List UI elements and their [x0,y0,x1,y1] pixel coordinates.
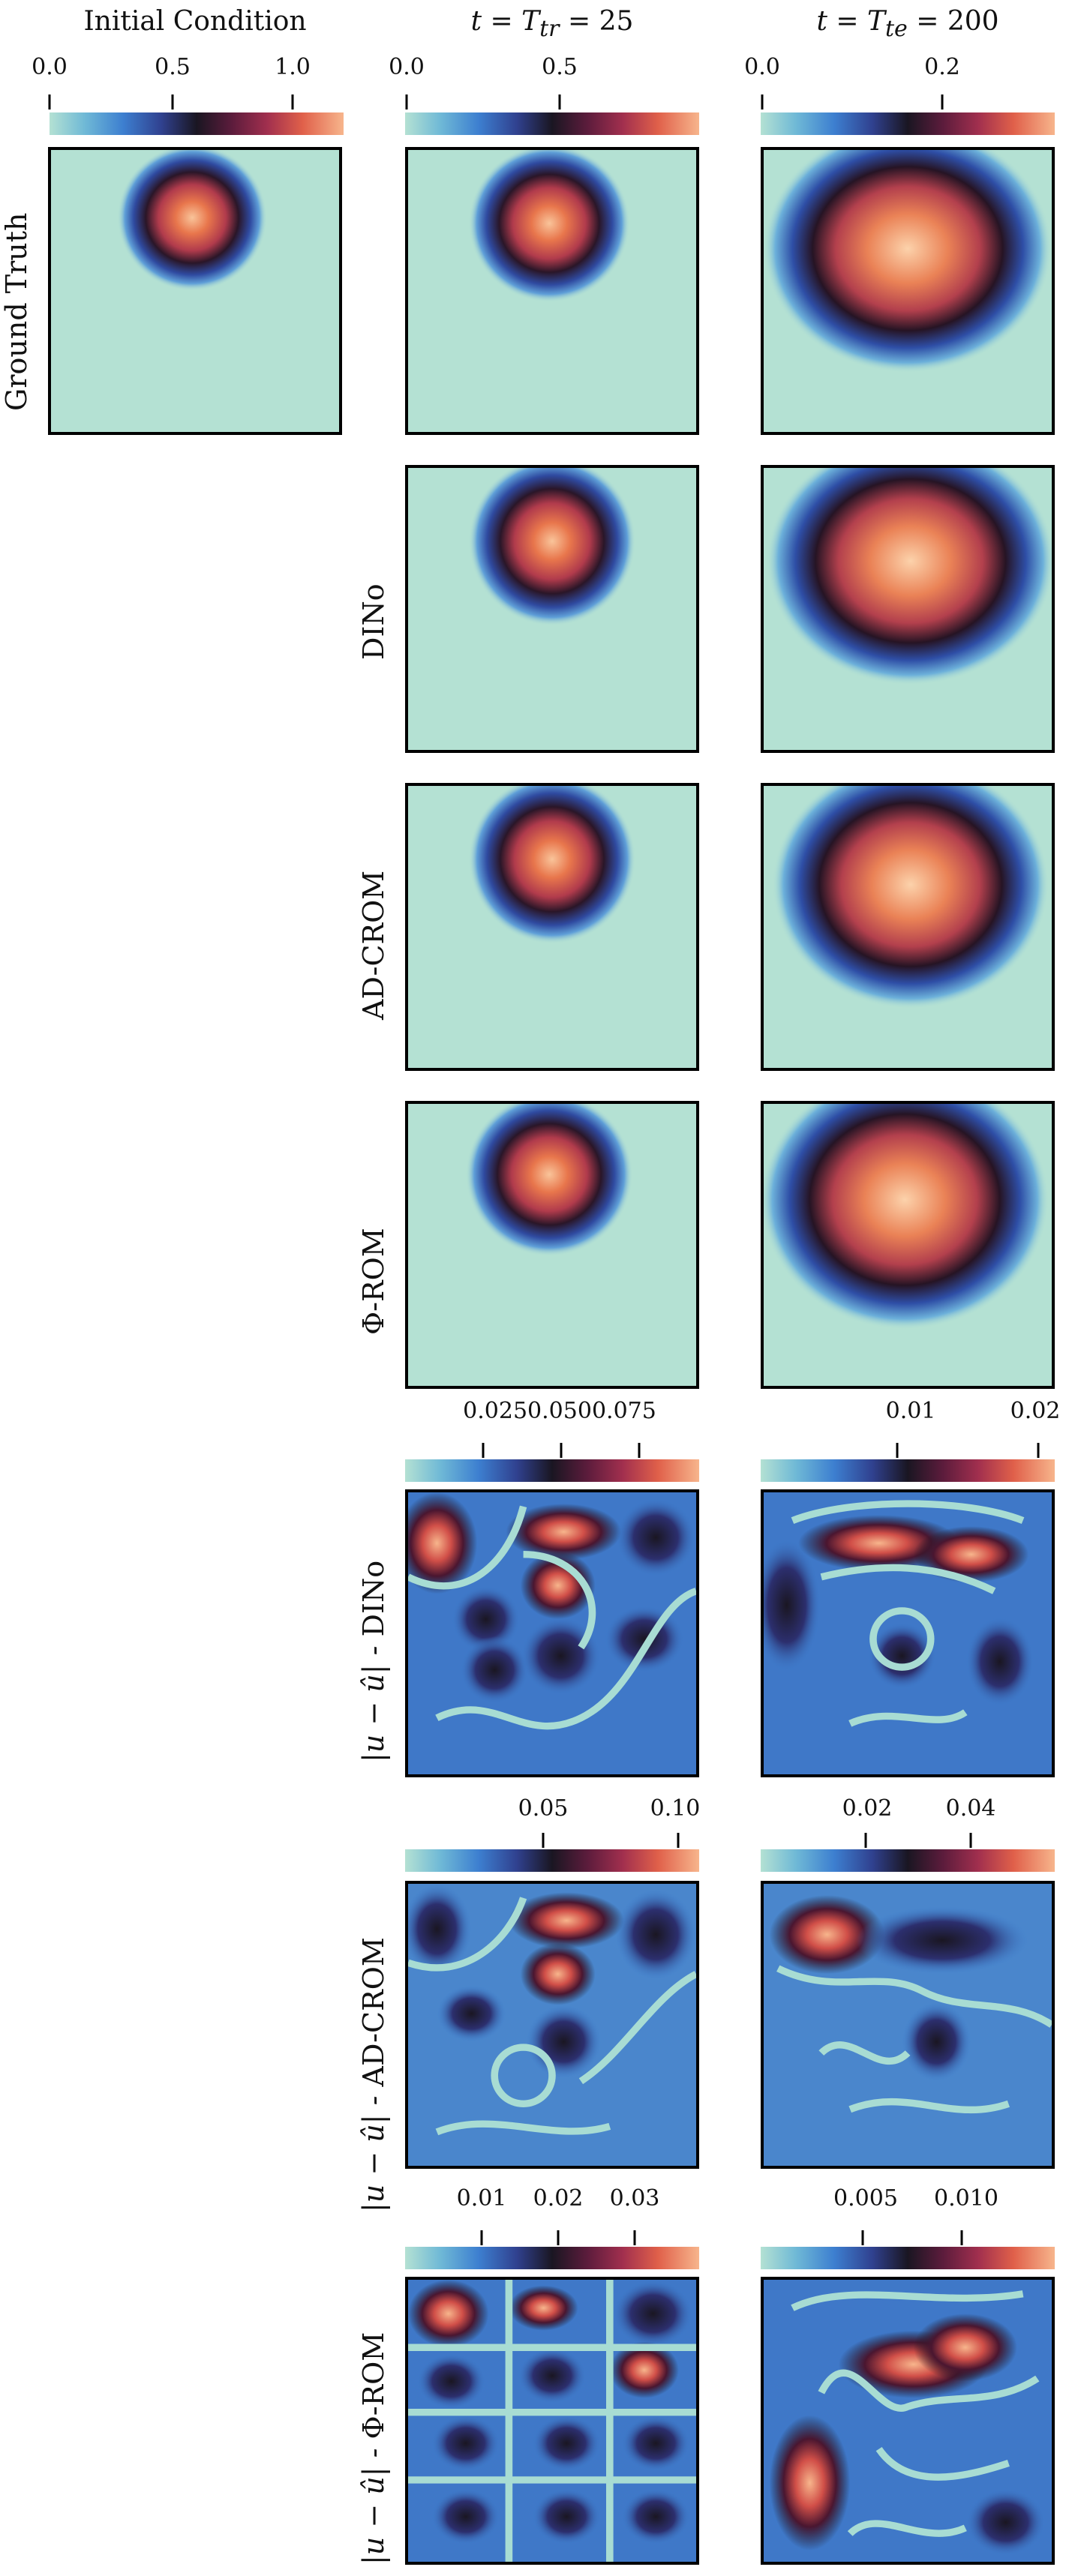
err-phirom-name: Φ-ROM [357,2332,390,2440]
panel-phirom-t200 [761,1101,1055,1389]
panel-dino-t200 [761,465,1055,753]
t200-sub: te [884,16,908,43]
err-dino-name: DINo [357,1560,390,1637]
cbar-t25-tick-1: 0.5 [542,54,578,80]
colorbar-err-adcrom-t200 [761,1849,1055,1872]
cbar-err-dino-t25-ticks: 0.0250.0500.075 [463,1398,656,1424]
panel-dino-t25 [405,465,699,753]
cbar-err-adcrom-t25-tick-0: 0.05 [518,1795,569,1822]
colorbar-err-dino-t25 [405,1459,699,1482]
colorbar-t25 [405,112,699,135]
colorbar-t200 [761,112,1055,135]
panel-gt-initial [48,147,342,435]
column-title-initial: Initial Condition [83,6,307,37]
panel-phirom-t25 [405,1101,699,1389]
t25-prefix: t = T [470,6,540,37]
t200-prefix: t = T [816,6,885,37]
cbar-err-phirom-t25-tick-2: 0.03 [609,2185,660,2212]
err-prefix-dino: |u − û| - [357,1636,390,1762]
row-label-err-dino: |u − û| - DINo [357,1561,390,1762]
t25-sub: tr [539,16,560,43]
cbar-t25-tick-0: 0.0 [389,54,425,80]
panel-adcrom-t25 [405,783,699,1071]
cbar-t200-tick-0: 0.0 [744,54,780,80]
panel-err-phirom-t200 [761,2277,1055,2565]
err-prefix-adcrom: |u − û| - [357,2086,390,2212]
panel-err-adcrom-t25 [405,1881,699,2169]
colorbar-initial [50,112,344,135]
cbar-err-dino-t200-tick-1: 0.02 [1010,1398,1061,1424]
panel-err-dino-t25 [405,1489,699,1777]
panel-err-phirom-t25 [405,2277,699,2565]
panel-gt-t25 [405,147,699,435]
row-label-ground-truth: Ground Truth [0,212,33,411]
colorbar-err-phirom-t25 [405,2247,699,2269]
cbar-err-adcrom-t200-tick-0: 0.02 [842,1795,893,1822]
cbar-err-phirom-t25-tick-0: 0.01 [456,2185,507,2212]
cbar-err-phirom-t200-tick-1: 0.010 [934,2185,998,2212]
cbar-initial-tick-1: 0.5 [155,54,191,80]
row-label-phirom: Φ-ROM [357,1228,390,1335]
cbar-err-adcrom-t200-tick-1: 0.04 [945,1795,996,1822]
cbar-err-dino-t200-tick-0: 0.01 [885,1398,936,1424]
colorbar-err-dino-t200 [761,1459,1055,1482]
panel-gt-t200 [761,147,1055,435]
err-prefix-phirom: |u − û| - [357,2439,390,2565]
cbar-initial-tick-2: 1.0 [275,54,311,80]
row-label-adcrom: AD-CROM [357,870,390,1020]
row-label-err-adcrom: |u − û| - AD-CROM [357,1937,390,2212]
panel-err-adcrom-t200 [761,1881,1055,2169]
t25-suffix: = 25 [559,6,634,37]
column-title-t200: t = Tte = 200 [761,6,1055,42]
cbar-t200-tick-1: 0.2 [924,54,960,80]
t200-suffix: = 200 [907,6,999,37]
colorbar-err-phirom-t200 [761,2247,1055,2269]
err-adcrom-name: AD-CROM [357,1937,390,2087]
cbar-err-phirom-t25-tick-1: 0.02 [533,2185,584,2212]
cbar-initial-tick-0: 0.0 [32,54,68,80]
column-title-t25: t = Ttr = 25 [405,6,699,42]
panel-adcrom-t200 [761,783,1055,1071]
panel-err-dino-t200 [761,1489,1055,1777]
row-label-dino: DINo [357,583,390,660]
cbar-err-phirom-t200-tick-0: 0.005 [833,2185,898,2212]
row-label-err-phirom: |u − û| - Φ-ROM [357,2332,390,2565]
colorbar-err-adcrom-t25 [405,1849,699,1872]
cbar-err-adcrom-t25-tick-1: 0.10 [650,1795,701,1822]
